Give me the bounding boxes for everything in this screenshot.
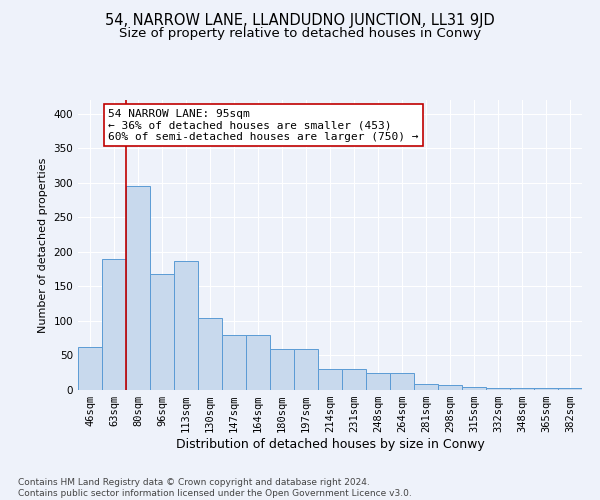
Bar: [558, 388, 582, 390]
Bar: [366, 374, 390, 390]
Bar: [390, 374, 414, 390]
Bar: [342, 368, 366, 390]
Bar: [150, 274, 174, 390]
Bar: [174, 261, 198, 390]
Bar: [246, 336, 270, 390]
Bar: [126, 186, 150, 390]
Bar: [318, 368, 342, 390]
X-axis label: Distribution of detached houses by size in Conwy: Distribution of detached houses by size …: [176, 438, 484, 451]
Bar: [534, 388, 558, 390]
Bar: [198, 318, 222, 390]
Bar: [414, 384, 438, 390]
Bar: [462, 386, 486, 390]
Bar: [222, 336, 246, 390]
Text: 54 NARROW LANE: 95sqm
← 36% of detached houses are smaller (453)
60% of semi-det: 54 NARROW LANE: 95sqm ← 36% of detached …: [108, 108, 419, 142]
Bar: [78, 346, 102, 390]
Bar: [486, 388, 510, 390]
Text: Size of property relative to detached houses in Conwy: Size of property relative to detached ho…: [119, 28, 481, 40]
Bar: [438, 385, 462, 390]
Bar: [510, 388, 534, 390]
Y-axis label: Number of detached properties: Number of detached properties: [38, 158, 48, 332]
Bar: [294, 348, 318, 390]
Text: Contains HM Land Registry data © Crown copyright and database right 2024.
Contai: Contains HM Land Registry data © Crown c…: [18, 478, 412, 498]
Text: 54, NARROW LANE, LLANDUDNO JUNCTION, LL31 9JD: 54, NARROW LANE, LLANDUDNO JUNCTION, LL3…: [105, 12, 495, 28]
Bar: [270, 348, 294, 390]
Bar: [102, 259, 126, 390]
